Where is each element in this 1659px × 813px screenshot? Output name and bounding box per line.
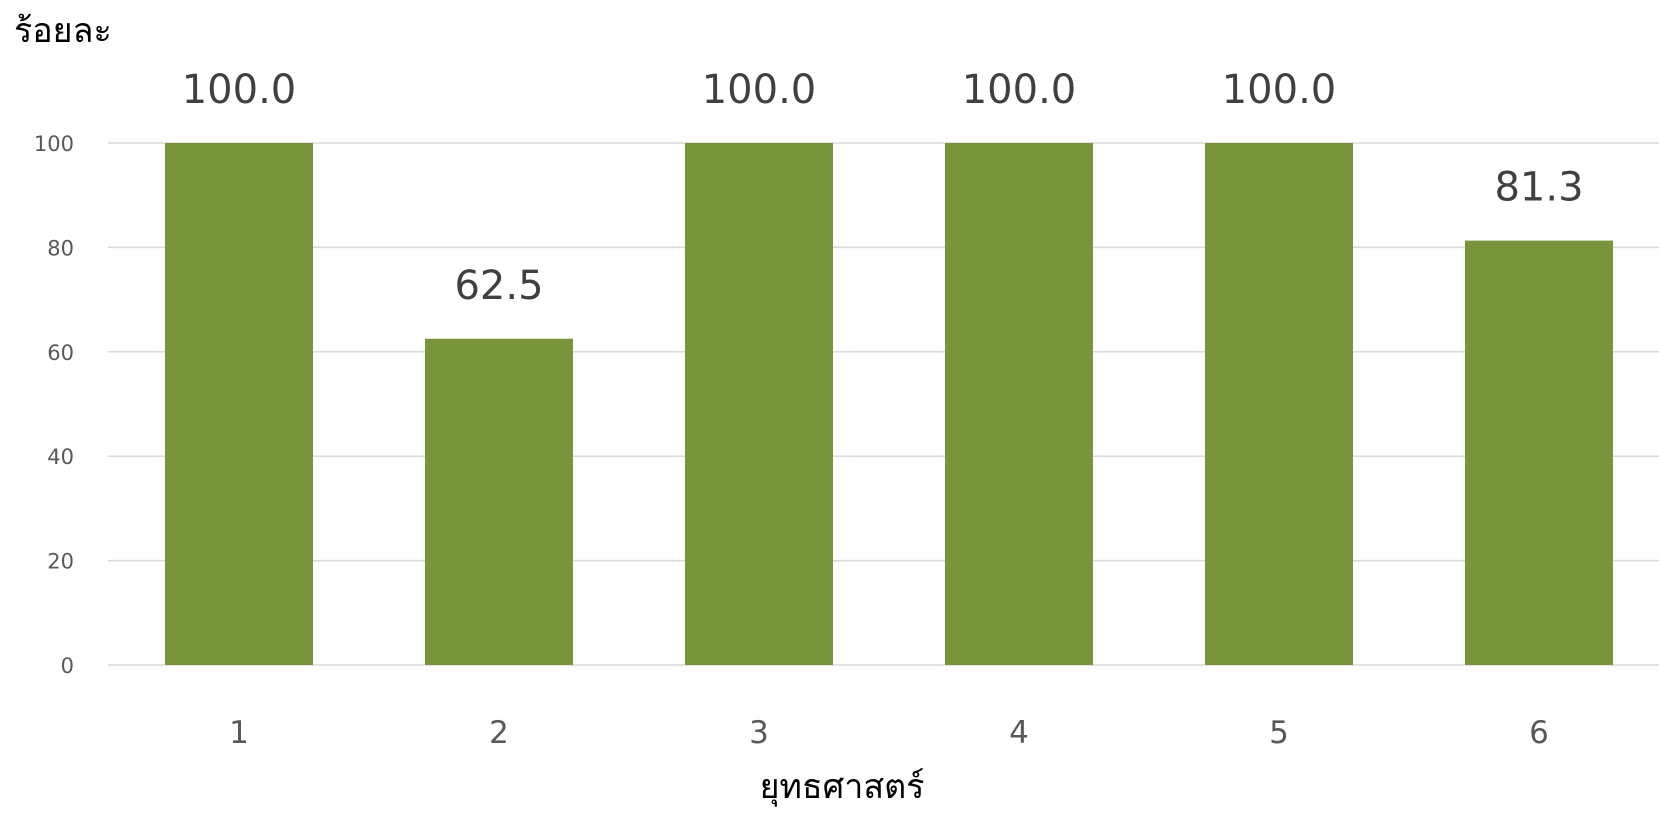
bar [425, 338, 573, 665]
data-labels: 100.0 62.5 100.0 100.0 100.0 81.3 [182, 67, 1584, 309]
x-tick-label: 3 [749, 715, 769, 751]
y-axis-ticks: 0 20 40 60 80 100 [34, 132, 74, 678]
bar [685, 143, 833, 665]
bar [945, 143, 1093, 665]
data-label: 100.0 [702, 67, 817, 113]
x-tick-label: 4 [1009, 715, 1029, 751]
x-tick-label: 1 [229, 715, 249, 751]
gridlines [108, 142, 1659, 666]
x-tick-label: 5 [1269, 715, 1289, 751]
data-label: 100.0 [1222, 67, 1337, 113]
x-axis-ticks: 1 2 3 4 5 6 [229, 715, 1549, 751]
bar [165, 143, 313, 665]
bar [1205, 143, 1353, 665]
y-tick-label: 20 [47, 550, 74, 574]
bar [1465, 240, 1613, 665]
data-label: 100.0 [962, 67, 1077, 113]
data-label: 100.0 [182, 67, 297, 113]
y-tick-label: 60 [47, 341, 74, 365]
x-tick-label: 2 [489, 715, 509, 751]
y-tick-label: 0 [61, 654, 74, 678]
y-axis-title: ร้อยละ [14, 11, 112, 51]
y-tick-label: 80 [47, 236, 74, 260]
x-tick-label: 6 [1529, 715, 1549, 751]
bars [165, 143, 1613, 665]
y-tick-label: 100 [34, 132, 74, 156]
y-tick-label: 40 [47, 445, 74, 469]
data-label: 62.5 [454, 263, 543, 309]
x-axis-title: ยุทธศาสตร์ [760, 767, 925, 807]
data-label: 81.3 [1494, 165, 1583, 211]
